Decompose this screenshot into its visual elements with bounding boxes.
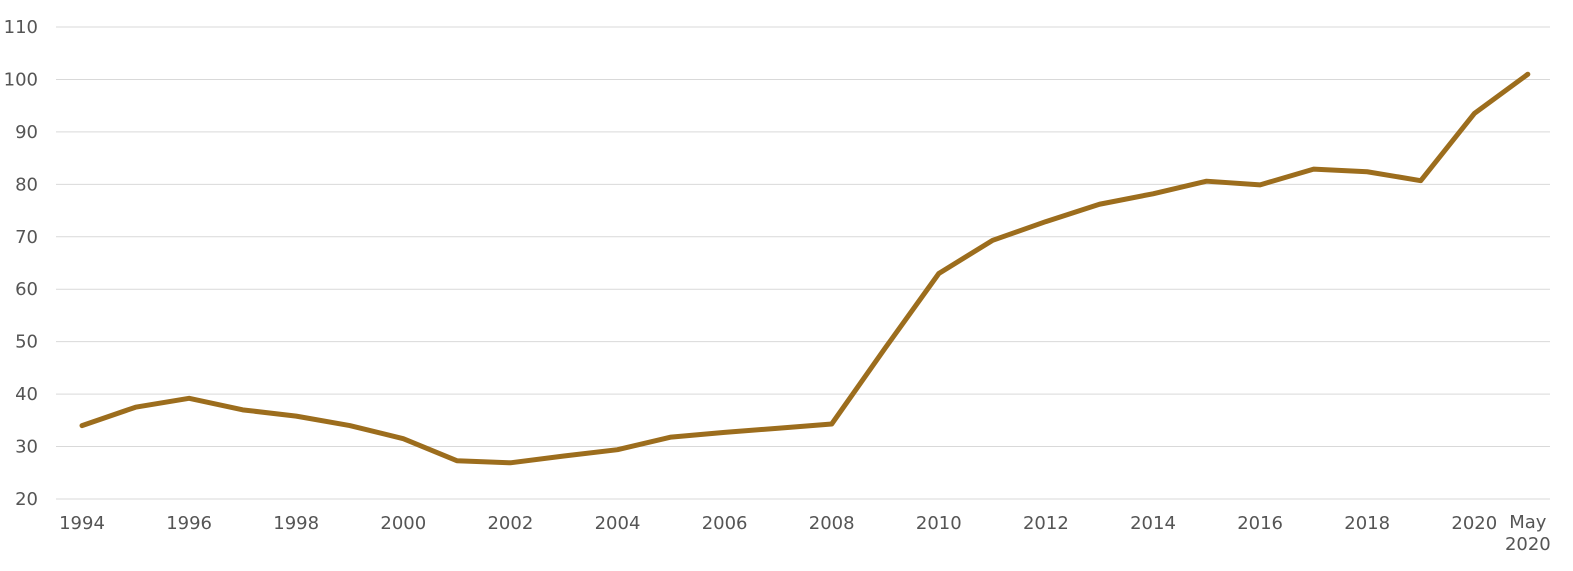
y-gridlines [56, 26, 1550, 500]
x-tick-label-2002: 2002 [487, 513, 533, 534]
x-tick-label-1998: 1998 [273, 513, 319, 534]
x-tick-label-1996: 1996 [166, 513, 212, 534]
x-tick-label-2010: 2010 [916, 513, 962, 534]
y-tick-label-50: 50 [15, 332, 38, 353]
y-tick-label-110: 110 [4, 17, 38, 38]
y-tick-label-30: 30 [15, 437, 38, 458]
series-group [79, 71, 1531, 466]
y-tick-label-20: 20 [15, 489, 38, 510]
x-tick-label-2018: 2018 [1344, 513, 1390, 534]
x-tick-label-2006: 2006 [702, 513, 748, 534]
y-tick-label-70: 70 [15, 227, 38, 248]
x-tick-label-1994: 1994 [59, 513, 105, 534]
x-tick-label-2016: 2016 [1237, 513, 1283, 534]
x-axis-tick-labels: 1994 1996 1998 2000 2002 2004 2006 2008 2010 2012… [59, 512, 1551, 555]
y-tick-label-40: 40 [15, 384, 38, 405]
x-tick-label-2020: 2020 [1451, 513, 1497, 534]
x-tick-label-2012: 2012 [1023, 513, 1069, 534]
y-tick-label-90: 90 [15, 122, 38, 143]
series-line-0 [79, 71, 1531, 466]
x-tick-label-2014: 2014 [1130, 513, 1176, 534]
y-tick-label-60: 60 [15, 279, 38, 300]
y-axis-tick-labels: 20 30 40 50 60 70 80 90 100 110 [4, 17, 38, 510]
y-tick-label-100: 100 [4, 69, 38, 90]
x-tick-label-2000: 2000 [380, 513, 426, 534]
x-tick-label-may-2020: May 2020 [1505, 512, 1551, 555]
x-tick-label-2008: 2008 [809, 513, 855, 534]
y-tick-label-80: 80 [15, 174, 38, 195]
x-tick-label-2004: 2004 [595, 513, 641, 534]
